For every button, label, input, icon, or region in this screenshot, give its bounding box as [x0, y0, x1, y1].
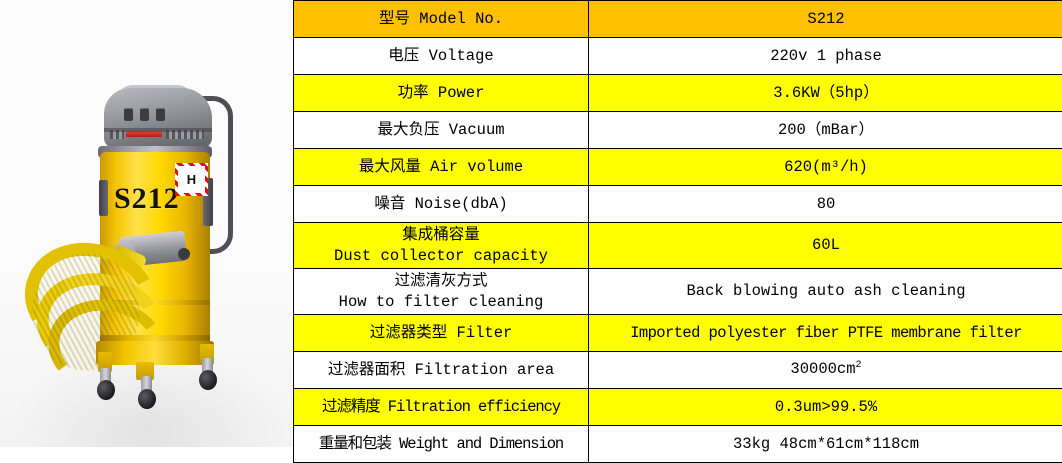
table-row: 最大风量 Air volume 620(m³/h)	[294, 149, 1062, 186]
spec-value: S212	[589, 1, 1062, 38]
table-row: 过滤器面积 Filtration area 30000cm2	[294, 352, 1062, 389]
spec-value: Imported polyester fiber PTFE membrane f…	[589, 315, 1062, 352]
spec-key: 过滤器类型 Filter	[294, 315, 589, 352]
spec-key-line-cn: 集成桶容量	[296, 225, 586, 246]
table-row: 型号 Model No. S212	[294, 1, 1062, 38]
hazard-h-icon: H	[175, 163, 208, 196]
spec-value: 0.3um>99.5%	[589, 389, 1062, 426]
spec-value: Back blowing auto ash cleaning	[589, 269, 1062, 315]
table-row: 集成桶容量 Dust collector capacity 60L	[294, 223, 1062, 269]
table-row: 噪音 Noise(dbA) 80	[294, 186, 1062, 223]
table-row: 电压 Voltage 220v 1 phase	[294, 38, 1062, 75]
table-body: 型号 Model No. S212 电压 Voltage 220v 1 phas…	[294, 1, 1062, 463]
spec-key: 过滤清灰方式 How to filter cleaning	[294, 269, 589, 315]
spec-key: 过滤精度 Filtration efficiency	[294, 389, 589, 426]
product-photo: S212 H	[0, 0, 292, 447]
caster-wheel	[138, 389, 156, 409]
spec-key: 过滤器面积 Filtration area	[294, 352, 589, 389]
control-switch	[156, 108, 165, 121]
spec-value: 3.6KW（5hp）	[589, 75, 1062, 112]
table-row: 过滤器类型 Filter Imported polyester fiber PT…	[294, 315, 1062, 352]
spec-value: 33kg 48cm*61cm*118cm	[589, 426, 1062, 463]
spec-key-line-en: Dust collector capacity	[296, 246, 586, 267]
table-row: 过滤清灰方式 How to filter cleaning Back blowi…	[294, 269, 1062, 315]
spec-value: 620(m³/h)	[589, 149, 1062, 186]
control-switch	[140, 108, 149, 121]
spec-key: 最大风量 Air volume	[294, 149, 589, 186]
specifications-table: 型号 Model No. S212 电压 Voltage 220v 1 phas…	[293, 0, 1062, 463]
side-bracket	[99, 180, 108, 216]
specifications-table-wrap: 型号 Model No. S212 电压 Voltage 220v 1 phas…	[293, 0, 1056, 447]
inlet-knob	[178, 248, 190, 260]
table-row: 重量和包装 Weight and Dimension 33kg 48cm*61c…	[294, 426, 1062, 463]
caster-wheel	[97, 380, 115, 400]
caster-wheel	[199, 370, 217, 390]
spec-value: 220v 1 phase	[589, 38, 1062, 75]
spec-value: 80	[589, 186, 1062, 223]
spec-key: 集成桶容量 Dust collector capacity	[294, 223, 589, 269]
spec-key: 最大负压 Vacuum	[294, 112, 589, 149]
spec-key: 噪音 Noise(dbA)	[294, 186, 589, 223]
spec-value-text: 30000cm	[790, 361, 855, 379]
table-row: 最大负压 Vacuum 200（mBar）	[294, 112, 1062, 149]
spec-value: 30000cm2	[589, 352, 1062, 389]
spec-key: 重量和包装 Weight and Dimension	[294, 426, 589, 463]
spec-value-superscript: 2	[856, 360, 862, 371]
drum-base	[96, 341, 214, 365]
vacuum-cleaner-illustration: S212 H	[0, 0, 292, 447]
head-seam	[104, 128, 212, 132]
spec-key: 功率 Power	[294, 75, 589, 112]
spec-key-line-en: How to filter cleaning	[296, 292, 586, 313]
hazard-h-letter: H	[187, 172, 196, 187]
table-row: 功率 Power 3.6KW（5hp）	[294, 75, 1062, 112]
table-row: 过滤精度 Filtration efficiency 0.3um>99.5%	[294, 389, 1062, 426]
control-switch	[124, 108, 133, 121]
spec-key: 型号 Model No.	[294, 1, 589, 38]
spec-value: 200（mBar）	[589, 112, 1062, 149]
spec-key: 电压 Voltage	[294, 38, 589, 75]
spec-key-line-cn: 过滤清灰方式	[296, 271, 586, 292]
spec-value: 60L	[589, 223, 1062, 269]
spec-sheet-page: S212 H	[0, 0, 1062, 447]
